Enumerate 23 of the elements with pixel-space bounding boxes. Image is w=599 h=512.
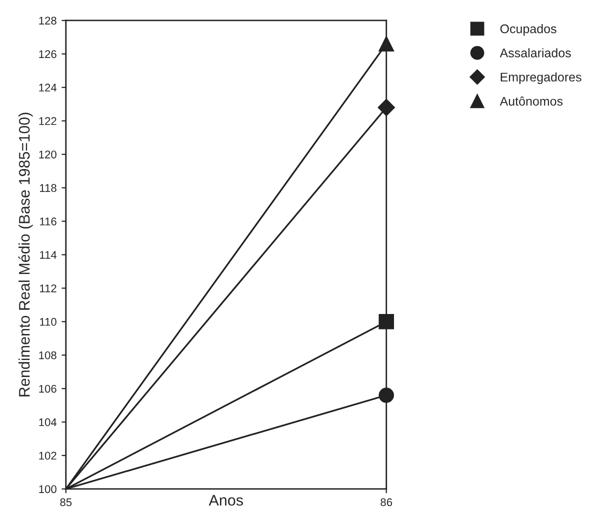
x-tick-label: 86 (380, 498, 392, 506)
y-tick-label: 112 (40, 284, 56, 292)
y-tick-label: 114 (40, 251, 57, 259)
y-tick-label: 108 (39, 351, 56, 360)
legend-label: Assalariados (500, 48, 571, 58)
x-axis-title: Anos (208, 495, 243, 506)
y-tick-label: 126 (39, 50, 56, 58)
y-tick-label: 122 (39, 117, 56, 125)
y-tick-label: 128 (39, 16, 56, 25)
y-tick-label: 120 (39, 150, 56, 158)
y-tick-label: 100 (39, 485, 56, 494)
y-tick-label: 116 (40, 218, 56, 226)
y-axis-title: Rendimento Real Médio (Base 1985=100) (18, 112, 33, 396)
y-tick-label: 104 (39, 418, 57, 426)
y-tick-label: 102 (39, 452, 56, 460)
legend-label: Autônomos (500, 96, 563, 106)
y-tick-label: 118 (40, 184, 56, 192)
y-tick-label: 124 (39, 84, 57, 92)
y-tick-label: 110 (40, 318, 56, 326)
legend-label: Ocupados (500, 24, 556, 36)
x-tick-label: 85 (60, 498, 72, 506)
y-tick-label: 106 (39, 384, 56, 393)
legend-label: Empregadores (500, 72, 582, 84)
